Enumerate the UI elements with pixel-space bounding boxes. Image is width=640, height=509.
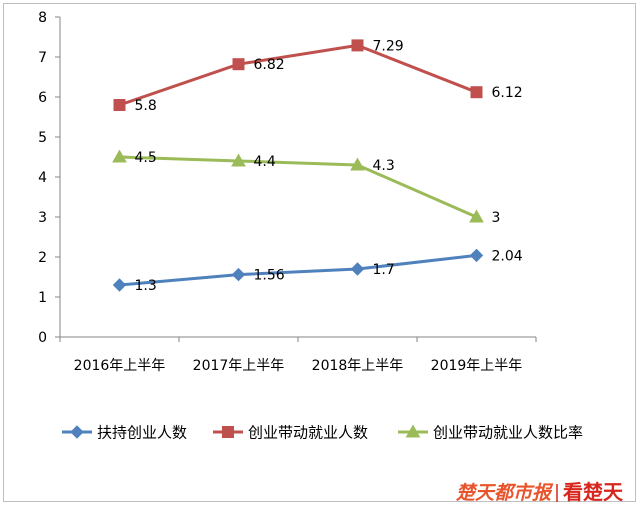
series-1-line [118, 253, 478, 287]
series-3-data-label: 3 [492, 210, 501, 226]
y-tick-label: 4 [38, 170, 47, 186]
x-tick-label: 2018年上半年 [312, 358, 404, 374]
x-tick-label: 2016年上半年 [74, 358, 166, 374]
y-tick-label: 3 [38, 210, 47, 226]
series-2-point [232, 58, 245, 71]
series-2-data-label: 7.29 [373, 38, 404, 54]
series-2-line [118, 43, 478, 107]
series-3-data-label: 4.5 [135, 150, 157, 166]
series-3-data-label: 4.3 [373, 158, 395, 174]
chart-border [3, 3, 636, 502]
series-2-point [470, 86, 483, 99]
legend-item-2: 创业带动就业人数 [213, 424, 368, 442]
y-tick-label: 0 [38, 330, 47, 346]
y-tick-label: 6 [38, 90, 47, 106]
series-1-point [112, 278, 127, 292]
y-tick-label: 5 [38, 130, 47, 146]
series-2-point [351, 39, 364, 52]
series-1-data-label: 1.3 [135, 278, 157, 294]
series-2: 5.8 6.82 7.29 6.12 [113, 38, 523, 114]
y-tick-label: 2 [38, 250, 47, 266]
watermark-brand: 楚天都市报 [455, 482, 554, 504]
legend: 扶持创业人数 创业带动就业人数 创业带动就业人数比率 [62, 424, 583, 442]
y-tick-label: 8 [38, 10, 47, 26]
legend-label: 创业带动就业人数比率 [433, 424, 583, 442]
watermark-app: 看楚天 [563, 480, 624, 504]
legend-item-3: 创业带动就业人数比率 [398, 424, 583, 442]
x-tick-label: 2017年上半年 [193, 358, 285, 374]
series-2-point [113, 99, 126, 111]
y-tick-label: 7 [38, 50, 47, 66]
y-tick-label: 1 [38, 290, 47, 306]
series-1-point [469, 248, 484, 263]
series-1-data-label: 2.04 [492, 248, 523, 264]
series-3-point [469, 209, 484, 223]
series-3-data-label: 4.4 [254, 154, 276, 170]
series-1-data-label: 1.56 [254, 268, 285, 284]
legend-label: 扶持创业人数 [97, 424, 187, 442]
legend-item-1: 扶持创业人数 [62, 424, 187, 442]
series-3: 4.5 4.4 4.3 3 [112, 149, 501, 226]
plot-series: 1.3 1.56 1.7 2.04 5.8 6.82 7.29 6.12 4.5 4.4 4.3 3 [112, 38, 523, 294]
series-3-point [350, 157, 365, 171]
series-3-point [231, 153, 246, 167]
series-2-data-label: 6.82 [254, 57, 285, 73]
series-2-data-label: 6.12 [492, 85, 523, 101]
legend-marker-diamond [70, 425, 84, 439]
series-1-point [350, 262, 365, 276]
series-1-point [231, 267, 246, 282]
x-tick-label: 2019年上半年 [431, 358, 523, 374]
series-1: 1.3 1.56 1.7 2.04 [112, 248, 523, 294]
series-1-data-label: 1.7 [373, 262, 395, 278]
legend-marker-triangle [405, 424, 421, 438]
legend-marker-square [222, 426, 234, 438]
series-3-line [118, 155, 478, 219]
watermark: 楚天都市报 看楚天 [455, 480, 624, 504]
legend-label: 创业带动就业人数 [248, 424, 368, 442]
axes: 0 1 2 3 4 5 6 7 8 2016年上半年 2017年上半年 2018年上半年 2019年上半… [38, 10, 537, 374]
series-3-point [112, 149, 127, 163]
series-2-data-label: 5.8 [135, 98, 157, 114]
